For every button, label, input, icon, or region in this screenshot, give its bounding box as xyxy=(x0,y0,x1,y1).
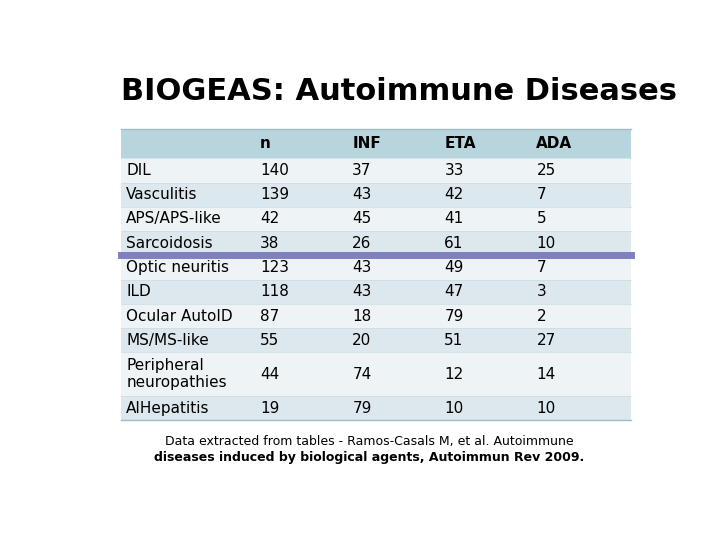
Text: Data extracted from tables - Ramos-Casals M, et al. Autoimmune: Data extracted from tables - Ramos-Casal… xyxy=(165,435,573,448)
Text: 79: 79 xyxy=(352,401,372,416)
Text: APS/APS-like: APS/APS-like xyxy=(126,212,222,226)
Bar xyxy=(121,396,631,420)
Text: diseases induced by biological agents, Autoimmun Rev 2009.: diseases induced by biological agents, A… xyxy=(154,451,584,464)
Text: 43: 43 xyxy=(352,187,372,202)
Bar xyxy=(121,183,631,207)
Text: ADA: ADA xyxy=(536,136,572,151)
Text: Peripheral
neuropathies: Peripheral neuropathies xyxy=(126,358,227,390)
Bar xyxy=(121,353,631,396)
Text: 10: 10 xyxy=(536,401,556,416)
Text: 38: 38 xyxy=(260,236,279,251)
Text: 42: 42 xyxy=(260,212,279,226)
Text: 5: 5 xyxy=(536,212,546,226)
Text: AIHepatitis: AIHepatitis xyxy=(126,401,210,416)
Text: 43: 43 xyxy=(352,284,372,299)
Text: DIL: DIL xyxy=(126,163,151,178)
Text: 3: 3 xyxy=(536,284,546,299)
Text: 2: 2 xyxy=(536,308,546,323)
Text: 37: 37 xyxy=(352,163,372,178)
Text: 19: 19 xyxy=(260,401,279,416)
Text: 41: 41 xyxy=(444,212,464,226)
Bar xyxy=(121,129,631,158)
Text: 47: 47 xyxy=(444,284,464,299)
Text: 79: 79 xyxy=(444,308,464,323)
Text: 10: 10 xyxy=(536,236,556,251)
Text: 55: 55 xyxy=(260,333,279,348)
Text: 51: 51 xyxy=(444,333,464,348)
Text: INF: INF xyxy=(352,136,381,151)
Text: 45: 45 xyxy=(352,212,372,226)
Bar xyxy=(121,207,631,231)
Text: 18: 18 xyxy=(352,308,372,323)
Text: Optic neuritis: Optic neuritis xyxy=(126,260,229,275)
Text: 42: 42 xyxy=(444,187,464,202)
Text: 118: 118 xyxy=(260,284,289,299)
Text: 87: 87 xyxy=(260,308,279,323)
Bar xyxy=(121,304,631,328)
Text: 43: 43 xyxy=(352,260,372,275)
Text: 44: 44 xyxy=(260,367,279,382)
Text: 139: 139 xyxy=(260,187,289,202)
Text: ETA: ETA xyxy=(444,136,476,151)
Text: n: n xyxy=(260,136,271,151)
Bar xyxy=(121,280,631,304)
Text: 10: 10 xyxy=(444,401,464,416)
Text: 12: 12 xyxy=(444,367,464,382)
Text: Sarcoidosis: Sarcoidosis xyxy=(126,236,213,251)
Text: 33: 33 xyxy=(444,163,464,178)
Text: 7: 7 xyxy=(536,260,546,275)
Bar xyxy=(121,231,631,255)
Text: Vasculitis: Vasculitis xyxy=(126,187,198,202)
Bar xyxy=(121,328,631,353)
Bar xyxy=(121,255,631,280)
Text: 20: 20 xyxy=(352,333,372,348)
Text: 49: 49 xyxy=(444,260,464,275)
Bar xyxy=(121,158,631,183)
Text: 123: 123 xyxy=(260,260,289,275)
Text: 140: 140 xyxy=(260,163,289,178)
Text: ILD: ILD xyxy=(126,284,151,299)
Text: 14: 14 xyxy=(536,367,556,382)
Text: 25: 25 xyxy=(536,163,556,178)
Text: Ocular AutoID: Ocular AutoID xyxy=(126,308,233,323)
Text: 7: 7 xyxy=(536,187,546,202)
Text: 61: 61 xyxy=(444,236,464,251)
Text: 26: 26 xyxy=(352,236,372,251)
Text: 27: 27 xyxy=(536,333,556,348)
Text: 74: 74 xyxy=(352,367,372,382)
Text: BIOGEAS: Autoimmune Diseases: BIOGEAS: Autoimmune Diseases xyxy=(121,77,677,106)
Text: MS/MS-like: MS/MS-like xyxy=(126,333,209,348)
